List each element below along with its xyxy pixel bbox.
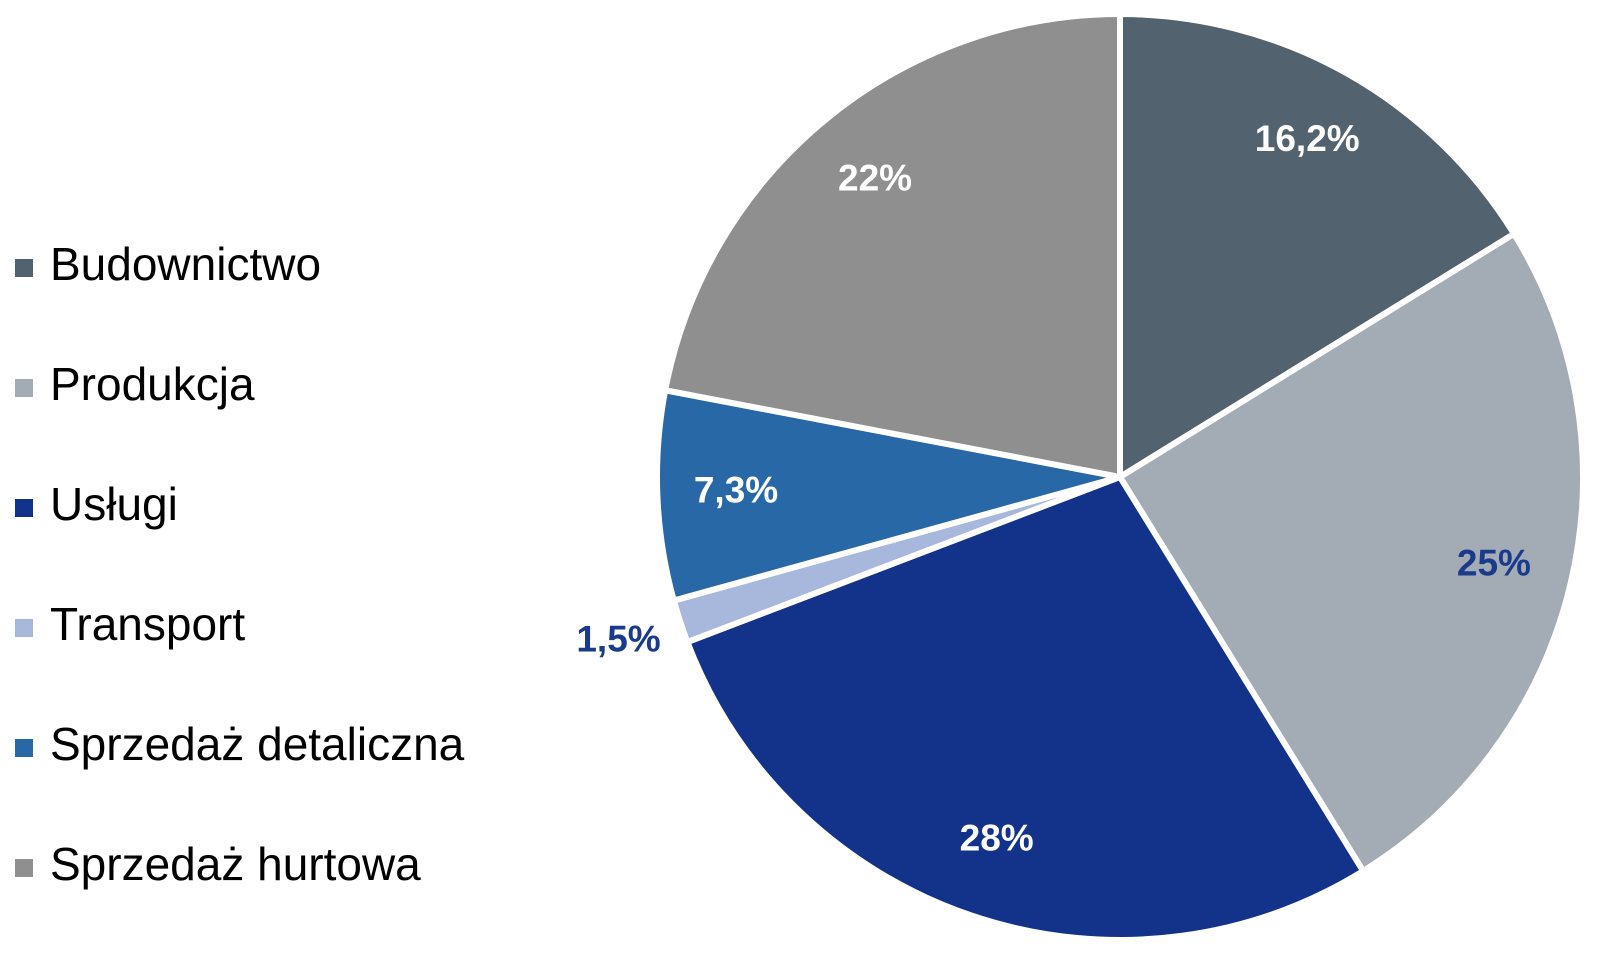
legend-marker	[15, 619, 33, 637]
legend-text: Produkcja	[50, 358, 255, 410]
pie-slice	[683, 473, 1368, 943]
slice-label: 28%	[960, 818, 1034, 859]
legend-text: Sprzedaż hurtowa	[50, 838, 421, 890]
legend-text: Budownictwo	[50, 238, 321, 290]
legend-marker	[15, 499, 33, 517]
slice-label: 22%	[838, 158, 912, 199]
pie-slice	[654, 386, 1121, 605]
legend-text: Usługi	[50, 478, 178, 530]
slice-label: 1,5%	[576, 618, 660, 659]
slice-label: 16,2%	[1255, 118, 1360, 159]
legend-text: Transport	[50, 598, 245, 650]
legend-marker	[15, 859, 33, 877]
legend-marker	[15, 739, 33, 757]
legend-marker	[15, 379, 33, 397]
slice-label: 7,3%	[694, 469, 778, 510]
legend-text: Sprzedaż detaliczna	[50, 718, 465, 770]
pie-slice	[661, 10, 1123, 481]
pie-slice	[1117, 10, 1519, 483]
slice-label: 25%	[1457, 542, 1531, 583]
pie-slice	[1115, 229, 1586, 876]
legend-marker	[15, 259, 33, 277]
